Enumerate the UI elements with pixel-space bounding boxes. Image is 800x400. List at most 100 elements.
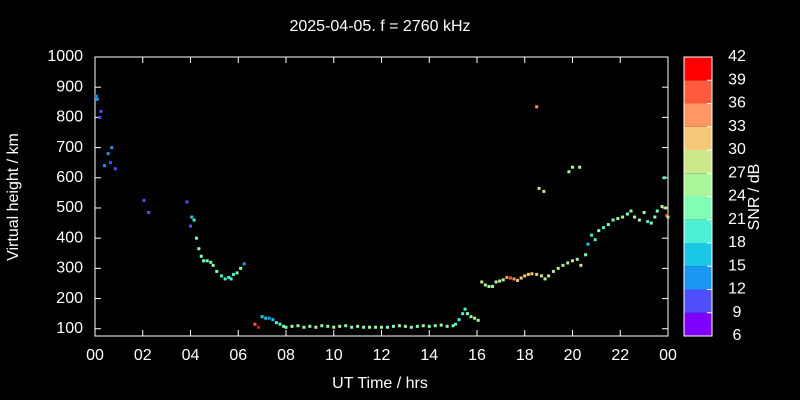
point	[571, 165, 574, 169]
point	[539, 274, 543, 278]
point	[106, 152, 110, 156]
point	[415, 324, 419, 328]
point	[556, 266, 560, 270]
x-tick-label: 22	[611, 347, 629, 364]
colorbar-tick-label: 39	[728, 71, 746, 88]
point	[483, 283, 487, 287]
point	[190, 215, 194, 219]
point	[616, 217, 620, 221]
point	[239, 266, 243, 270]
point	[356, 324, 360, 328]
point	[98, 115, 102, 119]
y-tick-label: 700	[56, 139, 83, 156]
y-tick-label: 200	[56, 290, 83, 307]
point	[535, 272, 539, 276]
point	[202, 259, 206, 263]
colorbar-band	[684, 312, 712, 336]
point	[584, 253, 588, 257]
point	[642, 211, 646, 215]
y-tick-label: 600	[56, 169, 83, 186]
point	[427, 324, 431, 328]
point	[463, 307, 467, 311]
point	[535, 105, 539, 109]
point	[209, 260, 213, 264]
colorbar-tick-label: 24	[728, 188, 746, 205]
point	[494, 280, 498, 284]
point	[231, 272, 235, 276]
point	[653, 215, 657, 219]
point	[308, 324, 312, 328]
point	[185, 200, 189, 204]
point	[350, 325, 354, 329]
point	[235, 271, 239, 275]
point	[314, 325, 318, 329]
x-tick-label: 04	[182, 347, 200, 364]
colorbar-tick-label: 18	[728, 234, 746, 251]
point	[469, 315, 473, 319]
point	[211, 263, 215, 267]
point	[611, 218, 615, 222]
point	[403, 324, 407, 328]
point	[257, 325, 261, 329]
point	[530, 272, 534, 276]
colorbar-band	[684, 289, 712, 313]
point	[110, 146, 114, 150]
x-tick-label: 08	[277, 347, 295, 364]
y-axis-label: Virtual height / km	[5, 133, 22, 261]
x-tick-label: 00	[86, 347, 104, 364]
point	[666, 215, 670, 219]
colorbar-band	[684, 173, 712, 197]
point	[575, 257, 579, 261]
point	[332, 325, 336, 329]
colorbar-tick-label: 21	[728, 211, 746, 228]
point	[94, 94, 98, 98]
point	[501, 278, 505, 282]
point	[95, 97, 99, 101]
point	[109, 161, 113, 165]
point	[480, 280, 484, 284]
point	[103, 164, 107, 168]
point	[391, 324, 395, 328]
point	[451, 324, 455, 328]
point	[326, 324, 330, 328]
point	[579, 263, 583, 267]
y-tick-label: 500	[56, 199, 83, 216]
point	[433, 324, 437, 328]
x-tick-label: 12	[373, 347, 391, 364]
point	[220, 274, 224, 278]
point	[362, 325, 366, 329]
colorbar-band	[684, 126, 712, 150]
point	[551, 269, 555, 273]
point	[597, 229, 601, 233]
point	[192, 218, 196, 222]
point	[284, 325, 288, 329]
point	[519, 276, 523, 280]
point	[476, 318, 480, 322]
point	[590, 233, 594, 237]
point	[523, 274, 527, 278]
point	[498, 279, 502, 283]
point	[664, 206, 668, 210]
colorbar-tick-label: 30	[728, 141, 746, 158]
point	[633, 215, 637, 219]
point	[264, 316, 268, 320]
point	[508, 276, 512, 280]
y-tick-label: 300	[56, 260, 83, 277]
point	[655, 209, 659, 213]
point	[662, 176, 666, 180]
point	[229, 277, 233, 281]
point	[338, 324, 342, 328]
y-tick-label: 900	[56, 78, 83, 95]
point	[625, 212, 629, 216]
colorbar-band	[684, 150, 712, 174]
point	[516, 278, 520, 282]
y-tick-label: 1000	[47, 48, 83, 65]
point	[223, 277, 227, 281]
point	[344, 324, 348, 328]
point	[278, 322, 282, 326]
point	[537, 186, 541, 190]
point	[271, 318, 275, 322]
colorbar-tick-label: 12	[728, 281, 746, 298]
y-tick-label: 400	[56, 229, 83, 246]
